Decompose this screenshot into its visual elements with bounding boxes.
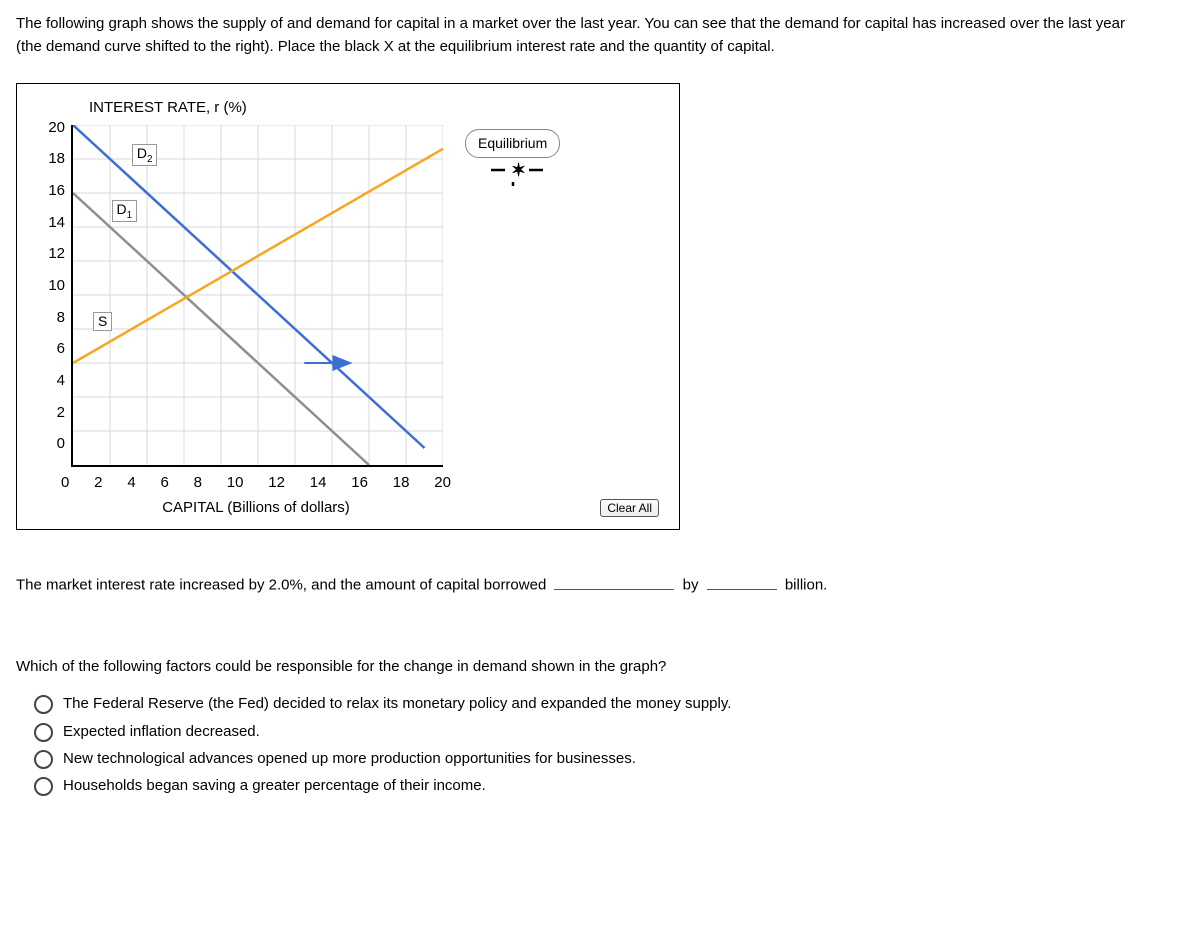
radio-icon[interactable] bbox=[34, 777, 53, 796]
y-axis-title: INTEREST RATE, r (%) bbox=[89, 96, 665, 119]
y-axis-ticks: 20181614121086420 bbox=[31, 116, 71, 456]
sentence-suffix: billion. bbox=[785, 577, 828, 594]
radio-icon[interactable] bbox=[34, 723, 53, 742]
x-axis-title: CAPITAL (Billions of dollars) bbox=[71, 496, 441, 519]
blank-amount[interactable] bbox=[707, 572, 777, 590]
option-label: The Federal Reserve (the Fed) decided to… bbox=[63, 692, 731, 715]
fill-in-sentence: The market interest rate increased by 2.… bbox=[16, 572, 1184, 597]
question-2: Which of the following factors could be … bbox=[16, 655, 1184, 678]
radio-icon[interactable] bbox=[34, 750, 53, 769]
x-axis-ticks: 02468101214161820 bbox=[61, 471, 451, 494]
svg-text:✶: ✶ bbox=[511, 162, 527, 180]
blank-direction[interactable] bbox=[554, 572, 674, 590]
option-4[interactable]: Households began saving a greater percen… bbox=[34, 774, 1184, 797]
curve-label-S: S bbox=[93, 312, 112, 331]
option-2[interactable]: Expected inflation decreased. bbox=[34, 720, 1184, 743]
chart-plot-area[interactable]: D1 D2 S bbox=[71, 125, 443, 467]
option-label: Households began saving a greater percen… bbox=[63, 774, 486, 797]
instructions-text: The following graph shows the supply of … bbox=[16, 12, 1136, 59]
equilibrium-marker-icon[interactable]: ✶ bbox=[491, 162, 665, 195]
option-label: New technological advances opened up mor… bbox=[63, 747, 636, 770]
options-group: The Federal Reserve (the Fed) decided to… bbox=[16, 692, 1184, 797]
radio-icon[interactable] bbox=[34, 695, 53, 714]
option-1[interactable]: The Federal Reserve (the Fed) decided to… bbox=[34, 692, 1184, 715]
chart-panel: INTEREST RATE, r (%) 20181614121086420 D… bbox=[16, 83, 680, 531]
sentence-mid: by bbox=[683, 577, 699, 594]
option-label: Expected inflation decreased. bbox=[63, 720, 260, 743]
equilibrium-legend[interactable]: Equilibrium bbox=[465, 129, 560, 159]
clear-all-button[interactable]: Clear All bbox=[600, 499, 659, 517]
curve-label-D1: D1 bbox=[112, 200, 138, 223]
curve-label-D2: D2 bbox=[132, 144, 158, 167]
sentence-prefix: The market interest rate increased by 2.… bbox=[16, 577, 546, 594]
option-3[interactable]: New technological advances opened up mor… bbox=[34, 747, 1184, 770]
